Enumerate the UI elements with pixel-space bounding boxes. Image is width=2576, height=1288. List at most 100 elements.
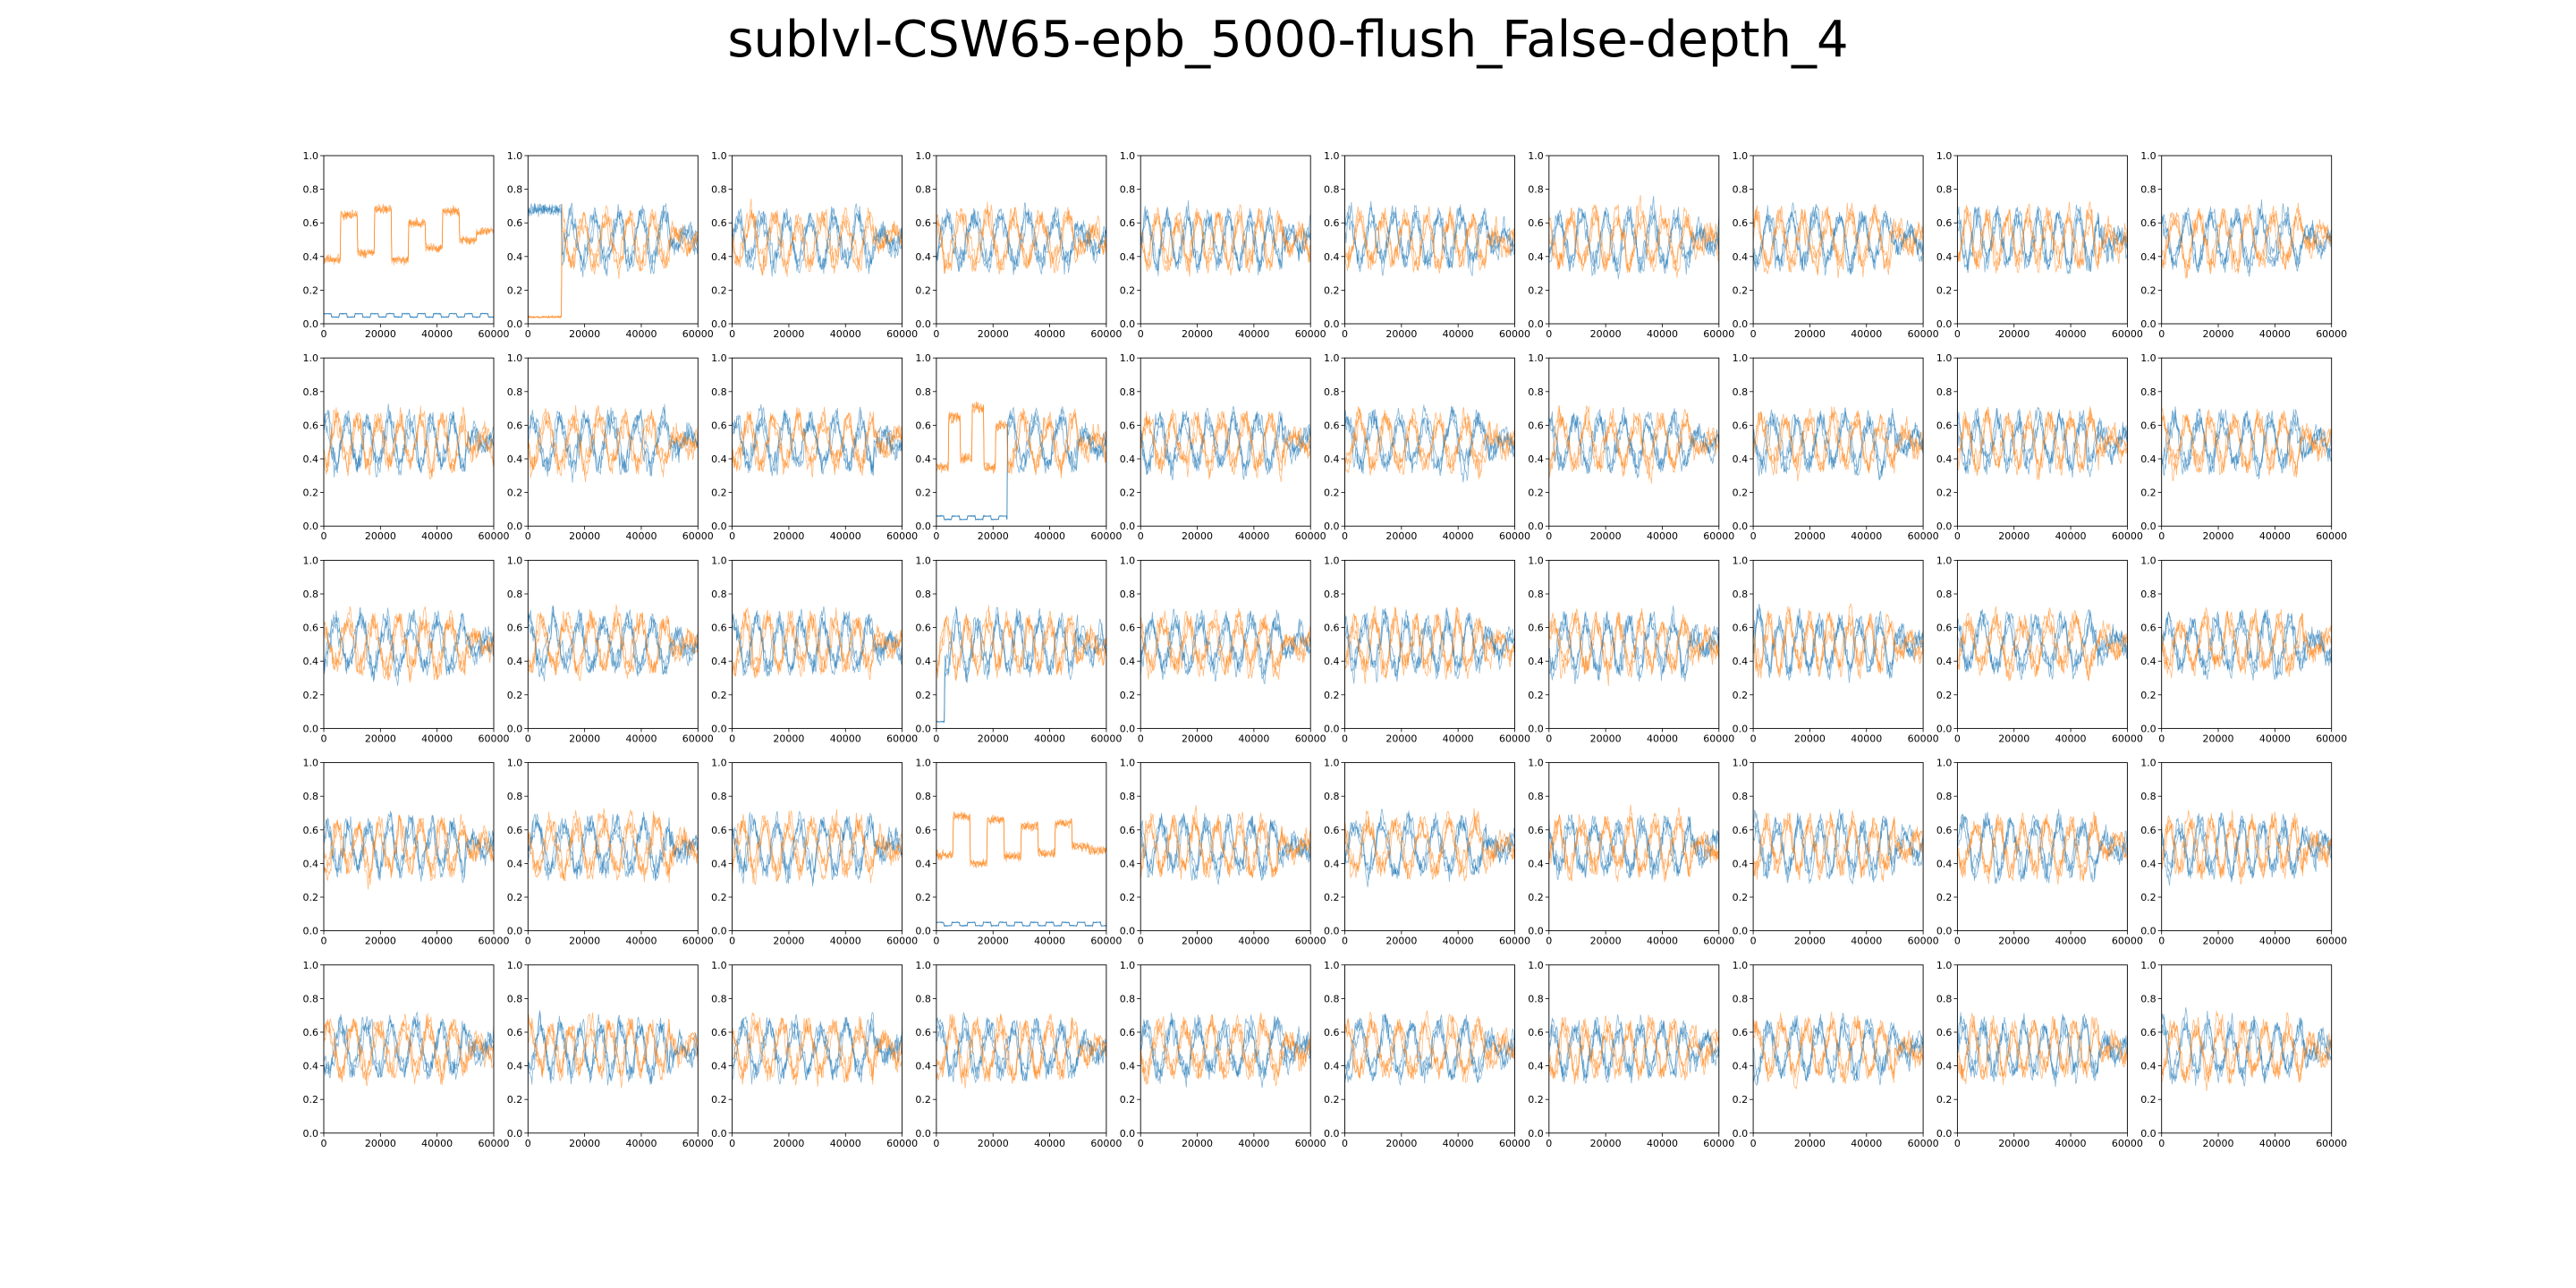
x-tick-label: 0 — [321, 733, 327, 744]
x-tick-label: 40000 — [421, 733, 453, 744]
y-tick-label: 0.6 — [1936, 1027, 1953, 1038]
subplot-r3-c3: 0 20000 40000 60000 0.0 0.2 0.4 0.6 0.8 1.0 — [915, 758, 1122, 947]
x-tick-label: 20000 — [978, 733, 1009, 744]
x-tick-label: 20000 — [773, 1138, 804, 1149]
axes-frame — [323, 357, 495, 527]
y-tick-label: 1.0 — [915, 758, 931, 769]
x-tick-label: 0 — [1342, 1138, 1348, 1149]
y-tick-label: 0.8 — [1733, 386, 1749, 398]
x-tick-label: 60000 — [1908, 530, 1939, 542]
y-tick-label: 0.6 — [915, 623, 931, 634]
x-tick-label: 40000 — [830, 1138, 861, 1149]
x-tick-label: 0 — [1138, 328, 1144, 340]
y-tick-label: 0.2 — [1528, 690, 1544, 701]
x-tick-label: 20000 — [1385, 733, 1417, 744]
y-tick-label: 0.4 — [2140, 453, 2157, 465]
x-tick-label: 60000 — [2316, 733, 2347, 744]
orange-series-trace — [936, 811, 1107, 869]
y-tick-label: 0.8 — [2140, 791, 2157, 802]
y-tick-label: 0.8 — [1324, 791, 1340, 802]
y-tick-label: 0.4 — [1324, 656, 1340, 667]
x-tick-label: 40000 — [2055, 733, 2087, 744]
x-tick-label: 0 — [1954, 733, 1961, 744]
y-tick-label: 0.6 — [711, 217, 727, 229]
y-tick-label: 0.0 — [711, 521, 727, 532]
y-tick-label: 0.0 — [1528, 926, 1544, 937]
blue-series-trace — [1753, 205, 1924, 275]
blue-series-trace — [1344, 812, 1515, 887]
x-tick-label: 20000 — [1998, 733, 2029, 744]
subplot-r3-c2: 0 20000 40000 60000 0.0 0.2 0.4 0.6 0.8 1.0 — [711, 758, 918, 947]
axes-frame — [732, 762, 903, 932]
orange-series-trace — [1140, 610, 1311, 680]
x-tick-label: 60000 — [1295, 1138, 1326, 1149]
y-tick-label: 1.0 — [303, 960, 319, 971]
orange-series-trace — [1140, 812, 1311, 880]
x-tick-label: 20000 — [1385, 936, 1417, 947]
x-tick-label: 40000 — [1851, 936, 1882, 947]
blue-series-trace — [1140, 206, 1311, 276]
blue-series-trace — [936, 410, 1107, 521]
orange-series-trace — [2161, 409, 2333, 481]
orange-series-trace — [1957, 1015, 2128, 1080]
x-tick-label: 40000 — [2259, 936, 2291, 947]
x-tick-label: 20000 — [2203, 936, 2234, 947]
subplot-r0-c9: 0 20000 40000 60000 0.0 0.2 0.4 0.6 0.8 1.0 — [2140, 150, 2347, 340]
axes-frame — [1548, 964, 1720, 1134]
orange-series-trace — [1344, 408, 1515, 479]
x-tick-label: 60000 — [886, 530, 918, 542]
x-tick-label: 20000 — [569, 328, 600, 340]
blue-series-trace — [1548, 611, 1720, 685]
x-tick-label: 60000 — [1908, 328, 1939, 340]
blue-series-trace — [323, 1011, 495, 1080]
y-tick-label: 0.0 — [2140, 926, 2157, 937]
y-tick-label: 0.2 — [1528, 487, 1544, 499]
y-tick-label: 0.0 — [1936, 1128, 1953, 1140]
axes-frame — [1344, 559, 1515, 729]
x-tick-label: 0 — [2158, 328, 2165, 340]
y-tick-label: 0.0 — [507, 318, 523, 330]
y-tick-label: 1.0 — [507, 960, 523, 971]
subplot-r4-c3: 0 20000 40000 60000 0.0 0.2 0.4 0.6 0.8 1.0 — [915, 960, 1122, 1149]
y-tick-label: 0.6 — [1120, 419, 1136, 431]
subplot-r0-c5: 0 20000 40000 60000 0.0 0.2 0.4 0.6 0.8 1.0 — [1324, 150, 1530, 340]
x-tick-label: 40000 — [625, 733, 657, 744]
subplot-r1-c2: 0 20000 40000 60000 0.0 0.2 0.4 0.6 0.8 1.0 — [711, 352, 918, 542]
y-tick-label: 0.4 — [1733, 656, 1749, 667]
x-tick-label: 0 — [1546, 328, 1552, 340]
y-tick-label: 0.4 — [1528, 1061, 1544, 1072]
y-tick-label: 1.0 — [2140, 758, 2157, 769]
x-tick-label: 0 — [933, 328, 939, 340]
y-tick-label: 1.0 — [1324, 352, 1340, 364]
blue-series-trace — [323, 312, 495, 318]
y-tick-label: 0.8 — [303, 589, 319, 600]
y-tick-label: 0.2 — [1120, 690, 1136, 701]
x-tick-label: 20000 — [1590, 530, 1622, 542]
y-tick-label: 0.8 — [1733, 589, 1749, 600]
x-tick-label: 20000 — [1182, 1138, 1213, 1149]
subplot-r3-c4: 0 20000 40000 60000 0.0 0.2 0.4 0.6 0.8 1.0 — [1120, 758, 1326, 947]
y-tick-label: 0.6 — [1936, 217, 1953, 229]
x-tick-label: 20000 — [365, 733, 396, 744]
y-tick-label: 0.6 — [1733, 419, 1749, 431]
x-tick-label: 40000 — [1034, 328, 1065, 340]
axes-frame — [527, 155, 699, 325]
x-tick-label: 0 — [2158, 733, 2165, 744]
y-tick-label: 0.4 — [1733, 453, 1749, 465]
y-tick-label: 1.0 — [711, 555, 727, 566]
x-tick-label: 40000 — [2055, 328, 2087, 340]
x-tick-label: 0 — [1954, 328, 1961, 340]
y-tick-label: 0.8 — [2140, 589, 2157, 600]
x-tick-label: 20000 — [773, 733, 804, 744]
y-tick-label: 0.6 — [1324, 623, 1340, 634]
y-tick-label: 0.4 — [915, 1061, 931, 1072]
x-tick-label: 20000 — [365, 530, 396, 542]
orange-series-trace — [1752, 606, 1924, 677]
x-tick-label: 60000 — [2112, 328, 2143, 340]
y-tick-label: 0.6 — [711, 825, 727, 836]
x-tick-label: 0 — [2158, 936, 2165, 947]
x-tick-label: 40000 — [1034, 733, 1065, 744]
y-tick-label: 0.8 — [1936, 386, 1953, 398]
subplot-r1-c6: 0 20000 40000 60000 0.0 0.2 0.4 0.6 0.8 1.0 — [1528, 352, 1734, 542]
x-tick-label: 0 — [1546, 1138, 1552, 1149]
